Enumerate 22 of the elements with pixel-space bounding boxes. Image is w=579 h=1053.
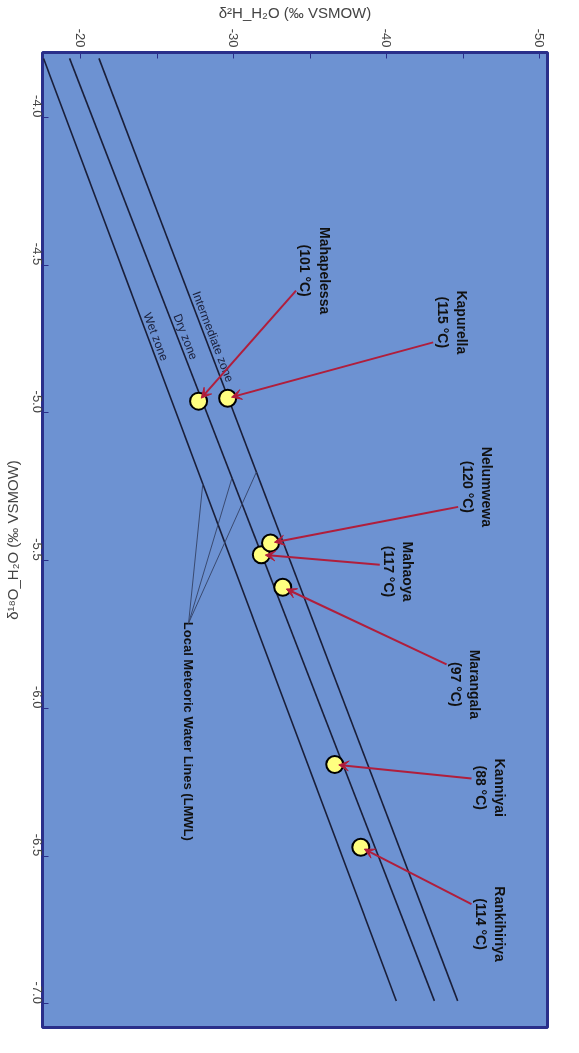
x-tick-label: -50 bbox=[532, 28, 548, 48]
x-tick-label: -40 bbox=[379, 28, 395, 48]
annotation: Rankihiriya (114 °C) bbox=[472, 886, 509, 963]
y-tick-label: -5.5 bbox=[30, 538, 45, 561]
x-tick-label: -30 bbox=[226, 28, 242, 48]
y-tick-label: -4.0 bbox=[30, 95, 45, 118]
annotation: Kapurella (115 °C) bbox=[434, 290, 470, 355]
annotation: Kanniyai (88 °C) bbox=[472, 758, 509, 817]
y-tick-label: -6.5 bbox=[30, 833, 45, 857]
y-tick-label: -6.0 bbox=[30, 686, 45, 709]
text: Wet zone bbox=[140, 310, 172, 364]
x-axis-title: δ²H_H₂O (‰ VSMOW) bbox=[218, 3, 372, 21]
annotation: Marangala (97 °C) bbox=[447, 649, 484, 720]
annotation: Mahaoya (117 °C) bbox=[381, 541, 417, 602]
y-tick-label: -4.5 bbox=[30, 242, 45, 266]
x-tick-label: -20 bbox=[73, 28, 89, 48]
annotation: Local Meteoric Water Lines (LMWL) bbox=[181, 621, 197, 841]
y-tick-label: -7.0 bbox=[30, 981, 45, 1004]
annotation: Nelumwewa (120 °C) bbox=[459, 446, 495, 528]
y-axis-title: δ¹⁸O_H₂O (‰ VSMOW) bbox=[3, 460, 21, 620]
annotation: Mahapelessa (101 °C) bbox=[297, 227, 333, 315]
y-tick-label: -5.0 bbox=[30, 390, 45, 413]
